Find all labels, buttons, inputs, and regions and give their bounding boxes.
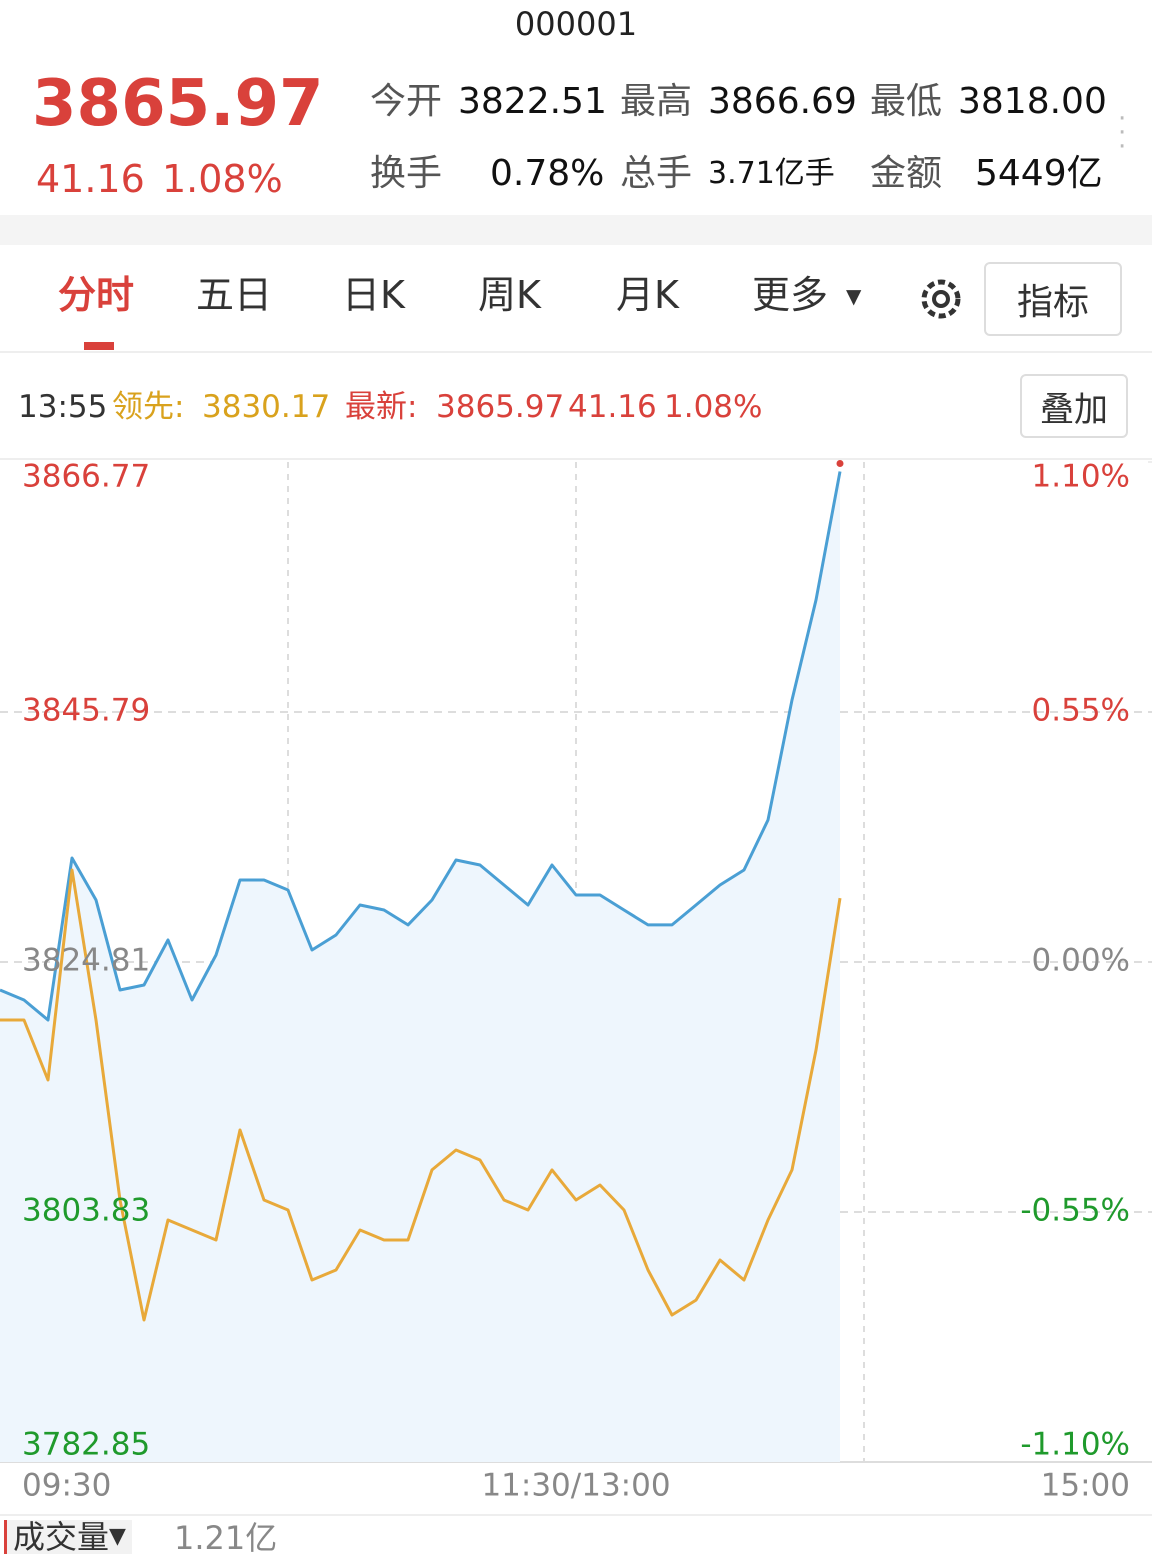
stat-value: 3822.51 — [458, 81, 607, 122]
stat-value: 3.71亿手 — [708, 156, 835, 191]
stat-value: 5449亿 — [975, 153, 1103, 194]
volume-selector[interactable]: 成交量 ▼ — [4, 1520, 132, 1554]
settings-icon[interactable] — [914, 272, 968, 326]
y2-tick-label: -1.10% — [1020, 1427, 1130, 1463]
indicator-button[interactable]: 指标 — [984, 262, 1122, 336]
change: 41.16 — [36, 157, 145, 201]
y-tick-label: 3845.79 — [22, 693, 150, 729]
tab[interactable]: 日K — [342, 273, 405, 317]
y2-tick-label: 0.00% — [1032, 943, 1130, 979]
divider — [0, 458, 1152, 460]
divider — [0, 1514, 1152, 1516]
separator — [0, 215, 1152, 245]
y-tick-label: 3803.83 — [22, 1193, 150, 1229]
tab[interactable]: 更多 — [752, 273, 829, 317]
stock-code: 000001 — [514, 5, 638, 43]
lead-label: 领先: — [112, 389, 185, 425]
x-tick-label: 15:00 — [1041, 1468, 1130, 1504]
volume-value: 1.21亿 — [174, 1519, 278, 1555]
stat-label: 换手 — [370, 153, 443, 194]
dropdown-arrow: ▼ — [846, 284, 862, 308]
change-pct: 1.08% — [162, 157, 283, 201]
y2-tick-label: -0.55% — [1020, 1193, 1130, 1229]
tab[interactable]: 月K — [616, 273, 679, 317]
price-line — [0, 471, 842, 1022]
price-area — [0, 471, 840, 1462]
x-tick-label: 09:30 — [22, 1468, 111, 1504]
dropdown-arrow: ▼ — [109, 1524, 126, 1549]
lead-value: 3830.17 — [202, 389, 331, 425]
last-point — [836, 460, 844, 468]
y-tick-label: 3824.81 — [22, 943, 150, 979]
y2-tick-label: 0.55% — [1032, 693, 1130, 729]
tab-indicator — [84, 342, 114, 350]
stat-label: 总手 — [620, 153, 693, 194]
overlay-button[interactable]: 叠加 — [1020, 374, 1128, 438]
x-tick-label: 11:30/13:00 — [481, 1468, 670, 1504]
y2-tick-label: 1.10% — [1032, 459, 1130, 495]
latest-change-pct: 1.08% — [664, 389, 763, 425]
tab[interactable]: 分时 — [58, 273, 135, 317]
latest-value: 3865.97 — [436, 389, 565, 425]
stat-value: 3818.00 — [958, 81, 1107, 122]
y-tick-label: 3866.77 — [22, 459, 150, 495]
latest-label: 最新: — [345, 389, 418, 425]
latest-change: 41.16 — [568, 389, 657, 425]
lead-line — [0, 868, 842, 1322]
info-time: 13:55 — [18, 389, 108, 425]
stat-label: 今开 — [370, 81, 443, 122]
tab[interactable]: 周K — [478, 273, 541, 317]
divider — [0, 351, 1152, 353]
stat-value: 0.78% — [490, 153, 605, 194]
stat-label: 最高 — [620, 81, 693, 122]
stat-value: 3866.69 — [708, 81, 857, 122]
y-tick-label: 3782.85 — [22, 1427, 150, 1463]
stat-label: 金额 — [870, 153, 943, 194]
menu-dots[interactable]: · · · — [1118, 104, 1127, 162]
volume-label: 成交量 — [13, 1518, 110, 1555]
chart: 3866.77 3845.79 3824.81 3803.83 3782.85 1.10%… — [0, 459, 1152, 1504]
stat-label: 最低 — [870, 81, 943, 122]
tab[interactable]: 五日 — [196, 273, 273, 317]
price: 3865.97 — [32, 67, 324, 141]
